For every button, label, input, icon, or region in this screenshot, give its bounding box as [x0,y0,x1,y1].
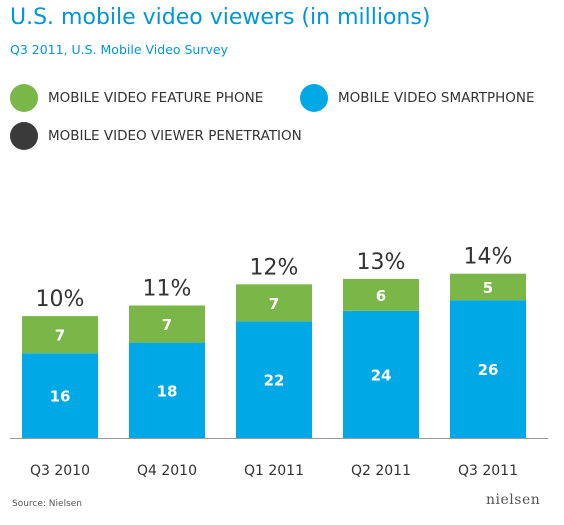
penetration-label: 10% [36,287,85,312]
bar-segment-feature-phone [450,273,526,301]
bar-value-label: 7 [269,295,279,313]
bar-value-label: 7 [55,327,65,345]
bar-value-label: 18 [157,382,178,400]
bar-segment-smartphone [129,342,205,438]
legend-swatch-smartphone [300,84,328,112]
penetration-label: 12% [250,255,299,280]
legend-label-smartphone: MOBILE VIDEO SMARTPHONE [338,90,535,106]
bar-segment-feature-phone [22,316,98,354]
x-tick-label: Q1 2011 [244,463,304,479]
legend-label-feature-phone: MOBILE VIDEO FEATURE PHONE [48,90,264,106]
bar-value-label: 26 [478,361,499,379]
legend-label-penetration: MOBILE VIDEO VIEWER PENETRATION [48,128,302,144]
bar-segment-smartphone [343,310,419,438]
bar-segment-feature-phone [236,284,312,322]
penetration-label: 14% [464,245,513,270]
penetration-label: 11% [143,277,192,302]
bar-value-label: 6 [376,287,386,305]
bar-value-label: 24 [371,366,392,384]
penetration-label: 13% [357,250,406,275]
chart-title: U.S. mobile video viewers (in millions) [10,5,431,30]
bar-segment-feature-phone [343,279,419,311]
bar-segment-smartphone [450,300,526,438]
x-tick-label: Q2 2011 [351,463,411,479]
legend-item-smartphone: MOBILE VIDEO SMARTPHONE [300,84,535,112]
legend-swatch-feature-phone [10,84,38,112]
bar-value-label: 7 [162,316,172,334]
bar-segment-feature-phone [129,305,205,343]
bar-value-label: 22 [264,372,285,390]
bar-segment-smartphone [236,321,312,438]
chart-subtitle: Q3 2011, U.S. Mobile Video Survey [10,42,228,57]
nielsen-logo: nielsen [486,492,541,508]
bar-segment-smartphone [22,353,98,438]
legend-item-feature-phone: MOBILE VIDEO FEATURE PHONE [10,84,263,112]
x-tick-label: Q3 2010 [30,463,90,479]
x-tick-label: Q4 2010 [137,463,197,479]
bar-value-label: 16 [50,388,71,406]
source-note: Source: Nielsen [12,499,83,509]
x-tick-label: Q3 2011 [458,463,518,479]
legend-swatch-penetration [10,122,38,150]
legend-item-penetration: MOBILE VIDEO VIEWER PENETRATION [10,122,302,150]
bar-value-label: 5 [483,279,493,297]
